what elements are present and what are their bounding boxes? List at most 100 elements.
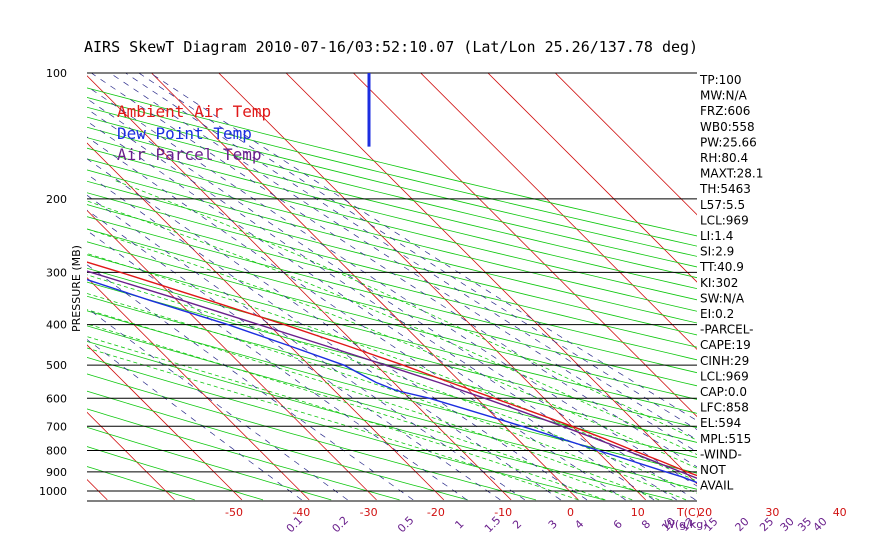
dry-adiabat-line [87,228,697,387]
index-item: LI:1.4 [700,229,733,243]
index-item: TT:40.9 [699,260,744,274]
pressure-tick-900: 900 [46,466,67,479]
chart-legend: Ambient Air Temp Dew Point Temp Air Parc… [117,102,271,164]
dry-adiabat-line [87,158,697,312]
index-item: AVAIL [700,479,734,493]
mixing-ratio-tick: 3 [546,517,560,531]
index-item: CAPE:19 [700,338,751,352]
dry-adiabat-line [87,466,195,501]
pressure-tick-1000: 1000 [39,485,67,498]
dry-adiabat-line [87,446,264,501]
bottom-temp-tick: -10 [494,506,512,519]
index-item: LCL:969 [700,369,749,383]
index-item: NOT [700,463,726,477]
mixing-ratio-line [90,73,697,468]
index-item: FRZ:606 [700,104,750,118]
mixing-ratio-tick: 0.5 [395,514,417,536]
index-item: LFC:858 [700,401,749,415]
y-axis-label: PRESSURE (MB) [70,245,83,332]
pressure-tick-100: 100 [46,67,67,80]
mixing-ratio-line [87,307,348,501]
pressure-tick-600: 600 [46,392,67,405]
mixing-ratio-line [87,136,626,501]
index-item: LCL:969 [700,213,749,227]
chart-title: AIRS SkewT Diagram 2010-07-16/03:52:10.0… [84,38,698,56]
mixing-ratio-line [87,120,655,501]
bottom-temperature-tick-labels: -50 -40 -30 -20 -10 0 10 20 30 40 [225,506,847,519]
dry-adiabat-line [87,97,697,247]
dry-adiabat-line [87,267,697,429]
bottom-temp-tick: -40 [292,506,310,519]
mixing-ratio-line [87,108,677,501]
pressure-tick-200: 200 [46,193,67,206]
moist-adiabat-line [87,323,633,501]
moist-adiabat-line [112,179,697,441]
mixing-ratio-tick: 0.2 [330,514,352,536]
dry-adiabat-line [87,180,697,336]
moist-adiabat-line [87,200,697,456]
legend-dew-point-temp: Dew Point Temp [117,124,252,143]
mixing-ratio-tick: 40 [811,515,830,534]
bottom-temp-tick: 20 [698,506,712,519]
moist-adiabat-line [87,293,687,501]
dry-adiabat-line [87,169,697,324]
isotherm-line [0,54,40,500]
dry-adiabat-line [87,254,697,414]
index-item: MAXT:28.1 [700,167,763,181]
mixing-ratio-line [87,209,501,501]
mixing-ratio-line [87,173,561,501]
pressure-tick-400: 400 [46,319,67,332]
dry-adiabat-line [87,241,697,400]
isotherm-line [150,73,579,501]
dry-adiabat-line [87,373,537,501]
mixing-ratio-tick: 20 [733,515,752,534]
index-item: CINH:29 [700,354,749,368]
dry-adiabat-line [87,126,697,279]
index-item: SW:N/A [700,291,745,305]
series-dew-point-temp [87,278,697,484]
index-item: EI:0.2 [700,307,734,321]
dry-adiabat-line [87,426,332,501]
moist-adiabat-line [87,309,660,501]
dry-adiabat-line [87,137,697,290]
isotherm-line [87,142,445,501]
isotherm-line [285,73,697,485]
index-item: TP:100 [699,73,742,87]
index-item: TH:5463 [699,182,751,196]
isotherm-line [87,277,310,501]
pressure-tick-500: 500 [46,359,67,372]
index-item: -WIND- [700,447,742,461]
dry-adiabat-line [87,340,673,501]
isotherm-line [87,75,512,501]
dry-adiabat-line [87,295,697,458]
index-item: MPL:515 [700,432,751,446]
legend-air-parcel-temp: Air Parcel Temp [117,145,262,164]
bottom-temp-tick: 0 [567,506,574,519]
sounding-profiles [87,73,697,484]
isobar-lines [87,72,697,502]
dry-adiabat-line [87,116,697,268]
index-item: -PARCEL- [700,323,754,337]
bottom-temp-tick: 40 [833,506,847,519]
index-item: L57:5.5 [700,198,745,212]
mixing-ratio-tick: 30 [778,515,797,534]
index-item: RH:80.4 [700,151,748,165]
dry-adiabat-line [87,216,697,374]
index-item: CAP:0.0 [700,385,747,399]
mixing-ratio-line [87,339,302,501]
dry-adiabat-line [87,408,400,501]
isotherm-line [87,411,175,501]
moist-adiabat-line [87,228,697,469]
moist-adiabat-line [87,347,579,501]
isotherm-line [87,344,243,501]
dry-adiabat-line [87,204,697,361]
isotherm-line [420,73,697,350]
series-air-parcel-temp [87,270,697,480]
bottom-temp-tick: -20 [427,506,445,519]
mixing-ratio-tick: 6 [611,517,625,531]
pressure-tick-labels: 100 200 300 400 500 600 700 800 900 1000 [39,67,67,498]
pressure-tick-700: 700 [46,420,67,433]
mixing-ratio-axis-label: W(g/kg) [664,518,708,531]
